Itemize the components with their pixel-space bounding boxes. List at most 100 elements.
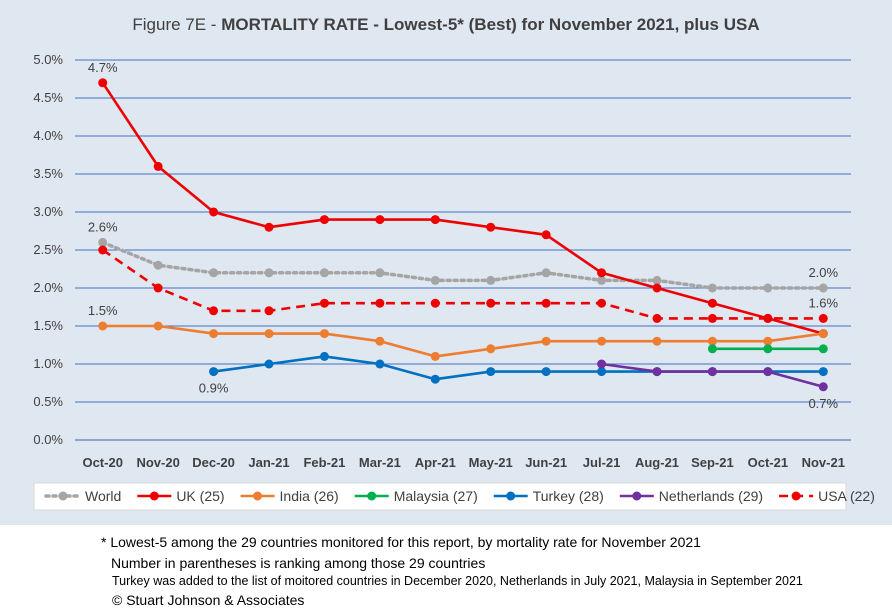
chart-panel: Figure 7E - MORTALITY RATE - Lowest-5* (…	[0, 0, 892, 525]
x-tick-label: Aug-21	[635, 455, 679, 470]
data-point	[818, 367, 828, 377]
data-label: 2.6%	[88, 219, 118, 234]
data-point	[541, 367, 551, 377]
grid-lines	[75, 59, 851, 441]
legend-marker	[632, 491, 642, 501]
data-point	[375, 268, 385, 278]
legend-item-netherlands-29: Netherlands (29)	[619, 488, 763, 504]
data-labels: 4.7% 2.6% 1.5% 0.9% 2.0% 1.6% 0.7%	[88, 60, 839, 411]
data-point	[430, 374, 440, 384]
data-label: 2.0%	[808, 265, 838, 280]
data-point	[264, 268, 274, 278]
data-point	[209, 268, 219, 278]
series-world	[98, 237, 828, 293]
x-tick-label: Mar-21	[359, 455, 401, 470]
legend-marker	[506, 491, 516, 501]
data-point	[818, 313, 828, 323]
data-label: 1.5%	[88, 303, 118, 318]
data-point	[153, 321, 163, 331]
data-label: 0.7%	[808, 396, 838, 411]
data-point	[375, 298, 385, 308]
legend-marker	[253, 491, 263, 501]
data-point	[430, 298, 440, 308]
legend-item-india-26: India (26)	[240, 488, 339, 504]
chart-title-prefix: Figure 7E -	[132, 15, 221, 34]
series-line	[102, 324, 824, 358]
data-point	[707, 283, 717, 293]
data-point	[153, 260, 163, 270]
data-label: 1.6%	[808, 295, 838, 310]
series-line	[101, 248, 824, 320]
data-point	[541, 268, 551, 278]
data-point	[763, 313, 773, 323]
data-point	[707, 336, 717, 346]
data-point	[319, 351, 329, 361]
data-point	[652, 283, 662, 293]
legend-label: Malaysia (27)	[394, 488, 478, 504]
y-tick-label: 1.5%	[33, 318, 63, 333]
data-point	[319, 215, 329, 225]
legend-item-turkey-28: Turkey (28)	[493, 488, 604, 504]
data-point	[209, 367, 219, 377]
data-point	[707, 298, 717, 308]
mortality-line-chart: Figure 7E - MORTALITY RATE - Lowest-5* (…	[33, 15, 875, 511]
data-point	[375, 215, 385, 225]
data-point	[486, 367, 496, 377]
data-point	[597, 359, 607, 369]
y-tick-label: 2.5%	[33, 242, 63, 257]
data-point	[264, 329, 274, 339]
data-point	[652, 336, 662, 346]
data-point	[264, 222, 274, 232]
data-point	[486, 275, 496, 285]
data-point	[597, 367, 607, 377]
y-tick-label: 4.0%	[33, 128, 63, 143]
legend-item-world: World	[44, 488, 121, 504]
y-tick-label: 3.0%	[33, 204, 63, 219]
x-tick-label: May-21	[469, 455, 513, 470]
data-point	[486, 298, 496, 308]
data-point	[597, 268, 607, 278]
data-point	[541, 230, 551, 240]
data-point	[98, 245, 108, 255]
data-label: 4.7%	[88, 60, 118, 75]
data-point	[319, 329, 329, 339]
series-line	[101, 82, 824, 335]
data-point	[375, 359, 385, 369]
data-point	[264, 359, 274, 369]
chart-title-main: MORTALITY RATE - Lowest-5* (Best) for No…	[221, 15, 759, 34]
y-tick-label: 5.0%	[33, 52, 63, 67]
x-tick-label: Jan-21	[248, 455, 289, 470]
chart-title: Figure 7E - MORTALITY RATE - Lowest-5* (…	[132, 15, 759, 34]
data-point	[763, 367, 773, 377]
y-tick-label: 3.5%	[33, 166, 63, 181]
data-point	[763, 336, 773, 346]
data-point	[818, 382, 828, 392]
data-point	[707, 344, 717, 354]
series-netherlands-29	[597, 359, 828, 392]
legend-label: UK (25)	[176, 488, 224, 504]
y-axis-ticks: 0.0% 0.5% 1.0% 1.5% 2.0% 2.5% 3.0% 3.5% 4.0% 4.5%…	[33, 52, 63, 447]
data-point	[430, 215, 440, 225]
legend-marker	[791, 491, 801, 501]
data-point	[209, 207, 219, 217]
footnote-ranking: Number in parentheses is ranking among t…	[111, 555, 486, 571]
data-point	[597, 298, 607, 308]
legend-label: USA (22)	[818, 488, 875, 504]
data-point	[818, 344, 828, 354]
y-tick-label: 0.5%	[33, 394, 63, 409]
x-tick-label: Oct-21	[748, 455, 788, 470]
legend-item-malaysia-27: Malaysia (27)	[354, 488, 478, 504]
data-point	[818, 283, 828, 293]
x-tick-label: Nov-21	[802, 455, 845, 470]
data-point	[652, 367, 662, 377]
data-point	[597, 336, 607, 346]
series-malaysia-27	[707, 344, 828, 354]
legend-label: India (26)	[280, 488, 339, 504]
data-point	[430, 275, 440, 285]
legend-label: Turkey (28)	[533, 488, 604, 504]
data-label: 0.9%	[199, 381, 229, 396]
y-tick-label: 0.0%	[33, 432, 63, 447]
data-point	[541, 336, 551, 346]
data-point	[98, 237, 108, 247]
data-point	[153, 283, 163, 293]
